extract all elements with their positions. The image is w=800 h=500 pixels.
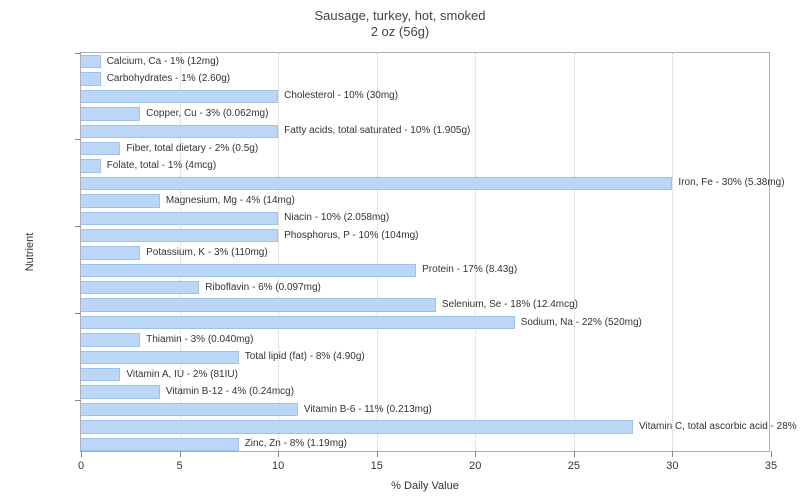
nutrient-bar-label: Vitamin A, IU - 2% (81IU) [126, 369, 238, 380]
nutrient-bar-label: Folate, total - 1% (4mcg) [107, 160, 216, 171]
nutrient-bar [81, 90, 278, 103]
nutrient-bar-label: Carbohydrates - 1% (2.60g) [107, 73, 230, 84]
nutrient-bar-label: Iron, Fe - 30% (5.38mg) [678, 177, 784, 188]
chart-title: Sausage, turkey, hot, smoked 2 oz (56g) [0, 0, 800, 41]
chart-title-line2: 2 oz (56g) [0, 24, 800, 40]
nutrient-bar-label: Vitamin B-12 - 4% (0.24mcg) [166, 386, 294, 397]
nutrient-bar-label: Total lipid (fat) - 8% (4.90g) [245, 351, 365, 362]
x-tick [574, 451, 575, 457]
nutrient-bar-label: Protein - 17% (8.43g) [422, 264, 517, 275]
y-tick [75, 226, 81, 227]
nutrition-chart: Sausage, turkey, hot, smoked 2 oz (56g) … [0, 0, 800, 500]
nutrient-bar [81, 177, 672, 190]
nutrient-bar [81, 229, 278, 242]
nutrient-bar-label: Vitamin B-6 - 11% (0.213mg) [304, 404, 432, 415]
x-tick-label: 0 [78, 460, 84, 472]
nutrient-bar [81, 333, 140, 346]
chart-title-line1: Sausage, turkey, hot, smoked [0, 8, 800, 24]
nutrient-bar-label: Phosphorus, P - 10% (104mg) [284, 230, 418, 241]
nutrient-bar-label: Vitamin C, total ascorbic acid - 28% (17… [639, 421, 800, 432]
nutrient-bar [81, 194, 160, 207]
nutrient-bar-label: Fatty acids, total saturated - 10% (1.90… [284, 125, 470, 136]
x-tick [278, 451, 279, 457]
nutrient-bar-label: Riboflavin - 6% (0.097mg) [205, 282, 321, 293]
nutrient-bar [81, 403, 298, 416]
nutrient-bar [81, 316, 515, 329]
y-tick [75, 313, 81, 314]
gridline [672, 53, 673, 451]
x-tick [771, 451, 772, 457]
nutrient-bar-label: Copper, Cu - 3% (0.062mg) [146, 108, 268, 119]
x-tick [672, 451, 673, 457]
nutrient-bar-label: Zinc, Zn - 8% (1.19mg) [245, 438, 347, 449]
x-tick [81, 451, 82, 457]
nutrient-bar-label: Magnesium, Mg - 4% (14mg) [166, 195, 295, 206]
x-tick [180, 451, 181, 457]
gridline [377, 53, 378, 451]
nutrient-bar [81, 281, 199, 294]
gridline [475, 53, 476, 451]
nutrient-bar [81, 246, 140, 259]
nutrient-bar-label: Calcium, Ca - 1% (12mg) [107, 56, 219, 67]
x-tick [475, 451, 476, 457]
nutrient-bar [81, 298, 436, 311]
nutrient-bar [81, 351, 239, 364]
nutrient-bar [81, 107, 140, 120]
nutrient-bar-label: Sodium, Na - 22% (520mg) [521, 317, 642, 328]
y-tick [75, 139, 81, 140]
x-tick [377, 451, 378, 457]
nutrient-bar [81, 385, 160, 398]
nutrient-bar [81, 368, 120, 381]
x-tick-label: 30 [666, 460, 678, 472]
nutrient-bar-label: Selenium, Se - 18% (12.4mcg) [442, 299, 578, 310]
x-tick-label: 35 [765, 460, 777, 472]
nutrient-bar [81, 264, 416, 277]
nutrient-bar [81, 142, 120, 155]
x-axis-label: % Daily Value [391, 480, 459, 492]
nutrient-bar [81, 125, 278, 138]
nutrient-bar [81, 212, 278, 225]
x-tick-label: 20 [469, 460, 481, 472]
x-tick-label: 15 [371, 460, 383, 472]
nutrient-bar-label: Potassium, K - 3% (110mg) [146, 247, 268, 258]
nutrient-bar [81, 159, 101, 172]
nutrient-bar-label: Fiber, total dietary - 2% (0.5g) [126, 143, 258, 154]
nutrient-bar-label: Cholesterol - 10% (30mg) [284, 90, 398, 101]
nutrient-bar [81, 72, 101, 85]
nutrient-bar [81, 438, 239, 451]
y-axis-label: Nutrient [24, 233, 36, 272]
y-tick [75, 400, 81, 401]
nutrient-bar-label: Thiamin - 3% (0.040mg) [146, 334, 253, 345]
y-tick [75, 53, 81, 54]
plot-area: 05101520253035Calcium, Ca - 1% (12mg)Car… [80, 52, 770, 452]
nutrient-bar [81, 420, 633, 433]
nutrient-bar [81, 55, 101, 68]
gridline [574, 53, 575, 451]
x-tick-label: 25 [568, 460, 580, 472]
nutrient-bar-label: Niacin - 10% (2.058mg) [284, 212, 389, 223]
x-tick-label: 10 [272, 460, 284, 472]
x-tick-label: 5 [177, 460, 183, 472]
